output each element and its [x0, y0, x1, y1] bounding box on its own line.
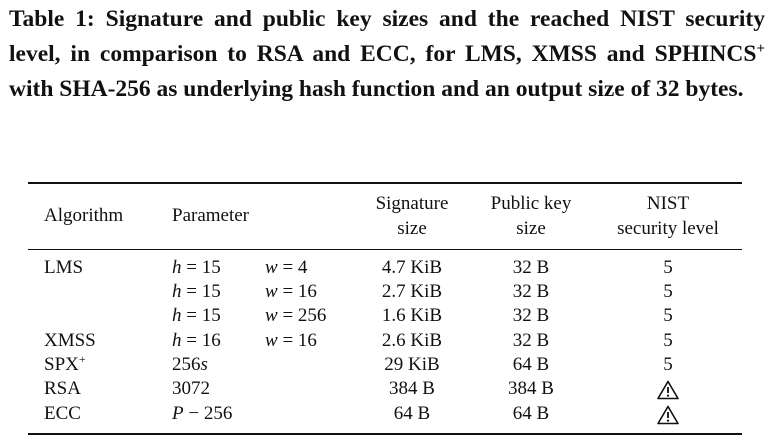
row-3-param-2: w = 256: [265, 305, 327, 326]
header-parameter: Parameter: [172, 205, 250, 226]
caption-superscript: +: [756, 41, 765, 57]
row-5-level: 5: [663, 354, 673, 375]
row-2-pubkey: 32 B: [512, 281, 550, 302]
row-7-algorithm: ECC: [44, 403, 81, 424]
row-5-algorithm: SPX+: [44, 352, 86, 375]
row-4-param-2: w = 16: [265, 330, 317, 351]
row-4-pubkey: 32 B: [512, 330, 550, 351]
row-5-pubkey: 64 B: [512, 354, 550, 375]
row-1-param-1: h = 15: [172, 257, 221, 278]
warning-triangle-icon: [657, 405, 679, 425]
header-signature-line2: size: [397, 218, 427, 239]
header-nist-line2: security level: [617, 218, 719, 239]
row-1-algorithm: LMS: [44, 257, 84, 278]
header-nist-line1: NIST: [646, 193, 690, 214]
table-bottom-rule: [28, 433, 742, 435]
row-5-signature: 29 KiB: [384, 354, 440, 375]
table-caption: Table 1: Signature and public key sizes …: [9, 2, 765, 107]
table-header-rule: [28, 249, 742, 250]
table-top-rule: [28, 182, 742, 184]
row-7-pubkey: 64 B: [512, 403, 550, 424]
row-4-signature: 2.6 KiB: [381, 330, 443, 351]
row-1-pubkey: 32 B: [512, 257, 550, 278]
row-5-param-1: 256s: [172, 354, 208, 375]
row-7-param-1: P − 256: [172, 403, 233, 424]
row-6-level: [598, 380, 738, 407]
row-2-param-2: w = 16: [265, 281, 317, 302]
row-7-level: [598, 405, 738, 432]
caption-text-2: with SHA-256 as underlying hash function…: [9, 76, 744, 102]
row-4-algorithm: XMSS: [44, 330, 96, 351]
row-6-signature: 384 B: [389, 378, 435, 399]
header-pubkey-line1: Public key: [490, 193, 572, 214]
row-6-pubkey: 384 B: [508, 378, 554, 399]
row-7-signature: 64 B: [393, 403, 431, 424]
row-3-param-1: h = 15: [172, 305, 221, 326]
caption-text-1: Table 1: Signature and public key sizes …: [9, 6, 765, 67]
row-6-param-1: 3072: [172, 378, 210, 399]
warning-triangle-icon: [657, 380, 679, 400]
row-3-signature: 1.6 KiB: [381, 305, 443, 326]
row-1-signature: 4.7 KiB: [381, 257, 443, 278]
row-6-algorithm: RSA: [44, 378, 81, 399]
header-pubkey-line2: size: [516, 218, 546, 239]
header-signature-line1: Signature: [375, 193, 449, 214]
row-2-level: 5: [663, 281, 673, 302]
row-4-param-1: h = 16: [172, 330, 221, 351]
row-1-level: 5: [663, 257, 673, 278]
header-algorithm: Algorithm: [44, 205, 124, 226]
row-1-param-2: w = 4: [265, 257, 308, 278]
row-2-signature: 2.7 KiB: [381, 281, 443, 302]
row-4-level: 5: [663, 330, 673, 351]
row-3-level: 5: [663, 305, 673, 326]
row-2-param-1: h = 15: [172, 281, 221, 302]
row-3-pubkey: 32 B: [512, 305, 550, 326]
